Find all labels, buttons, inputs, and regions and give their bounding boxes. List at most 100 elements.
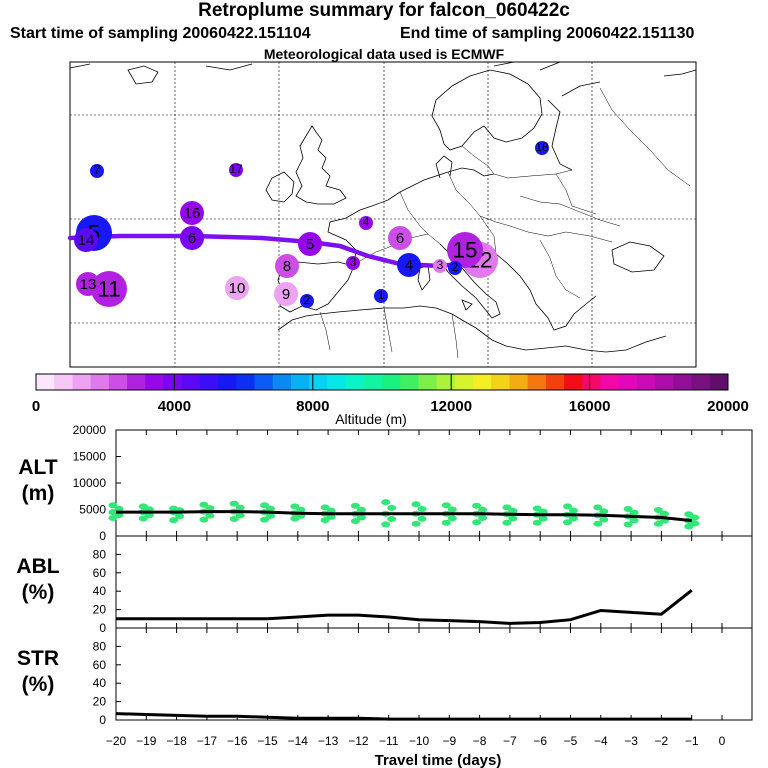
altitude-point [593, 504, 603, 511]
altitude-point [381, 499, 391, 506]
altitude-point [387, 504, 397, 511]
altitude-point [569, 515, 578, 522]
altitude-point [411, 520, 421, 527]
plume-label: 9 [282, 286, 290, 303]
map-graticule [70, 62, 696, 367]
altitude-point [199, 516, 209, 523]
altitude-point [266, 505, 275, 512]
altitude-point [138, 515, 148, 522]
plume-label: 5 [306, 236, 314, 253]
colorbar-box [199, 374, 219, 390]
plume-label: 3 [350, 255, 357, 269]
colorbar-tick-label: 20000 [707, 398, 749, 415]
x-tick-label: −9 [442, 734, 456, 748]
altitude-point [381, 521, 391, 528]
plume-marker [274, 282, 298, 306]
colorbar-tick-label: 12000 [430, 398, 472, 415]
colorbar-box [327, 374, 346, 390]
plume-marker [433, 259, 447, 273]
str-fraction-line [115, 712, 692, 721]
plume-marker [300, 294, 314, 308]
plume-marker [180, 226, 204, 250]
y-tick-label: 0 [99, 621, 106, 635]
plume-marker [359, 216, 373, 230]
time-series-panels: 0 5000 10000 15000 20000 ALT (m) 0 20 40 60 80 ABL (%… [16, 423, 753, 768]
y-tick-label: 5000 [79, 503, 106, 517]
altitude-point [508, 507, 518, 514]
altitude-point [411, 501, 421, 508]
plume-marker [447, 232, 483, 268]
map-panel: 56789101112131415161718123465432 [67, 61, 697, 368]
y-tick-label: 15000 [73, 450, 107, 464]
colorbar-box [400, 374, 419, 390]
plume-label: 4 [363, 215, 370, 229]
colorbar-box [600, 374, 620, 390]
x-tick-label: −15 [257, 734, 278, 748]
colorbar-box [582, 374, 601, 390]
colorbar-box [272, 374, 292, 390]
colorbar-label: Altitude (m) [335, 411, 407, 427]
colorbar-frame [35, 373, 729, 391]
altitude-point [684, 523, 694, 530]
colorbar-tick-label: 16000 [569, 398, 611, 415]
plume-marker [76, 272, 100, 296]
altitude-point [260, 516, 269, 523]
altitude-point [326, 507, 336, 514]
altitude-point [684, 511, 694, 518]
colorbar-box [54, 374, 73, 390]
altitude-point [260, 502, 269, 509]
altitude-point [290, 503, 300, 510]
altitude-point [205, 505, 215, 512]
x-tick-label: −7 [503, 734, 517, 748]
colorbar-box [127, 374, 146, 390]
altitude-point [447, 506, 457, 513]
colorbar-box [36, 374, 55, 390]
plume-marker [346, 256, 360, 270]
met-data-label: Meteorological data used is ECMWF [263, 46, 505, 62]
x-tick-label: −6 [533, 734, 547, 748]
altitude-point [229, 516, 239, 523]
altitude-point [472, 502, 482, 509]
x-tick-label: −18 [166, 734, 187, 748]
plume-marker [535, 141, 549, 155]
colorbar-box [309, 374, 328, 390]
y-tick-label: 60 [93, 658, 107, 672]
altitude-point [350, 502, 360, 509]
panel-ylabel: ALT [18, 456, 57, 479]
plume-label: 2 [452, 260, 459, 274]
y-tick-label: 20 [93, 695, 107, 709]
plume-marker [374, 289, 388, 303]
colorbar-tick-label: 0 [32, 398, 40, 415]
plume-label: 15 [452, 238, 477, 263]
x-tick-label: −3 [624, 734, 638, 748]
x-axis-label: Travel time (days) [375, 752, 502, 768]
altitude-point [690, 514, 700, 521]
colorbar-box [382, 374, 401, 390]
altitude-point [599, 508, 609, 515]
altitude-point [417, 505, 427, 512]
x-tick-label: −19 [136, 734, 157, 748]
altitude-point [356, 514, 366, 521]
coastlines [69, 61, 697, 353]
colorbar-box [145, 374, 164, 390]
altitude-point [563, 503, 572, 510]
altitude-point [653, 507, 663, 514]
y-tick-label: 80 [93, 547, 107, 561]
colorbar-box [691, 374, 711, 390]
altitude-point [169, 517, 179, 524]
altitude-point [235, 504, 245, 511]
y-tick-label: 20000 [73, 423, 107, 437]
plume-label: 11 [97, 277, 120, 302]
altitude-point [502, 519, 512, 526]
plume-label: 13 [80, 276, 97, 293]
colorbar-box [236, 374, 255, 390]
colorbar-box [709, 374, 729, 390]
plume-markers: 56789101112131415161718123465432 [74, 140, 549, 308]
altitude-point [532, 519, 542, 526]
altitude-point [623, 505, 633, 512]
x-tick-label: −16 [227, 734, 248, 748]
panel-ylabel: ABL [16, 555, 59, 578]
colorbar-tick-label: 8000 [296, 398, 329, 415]
